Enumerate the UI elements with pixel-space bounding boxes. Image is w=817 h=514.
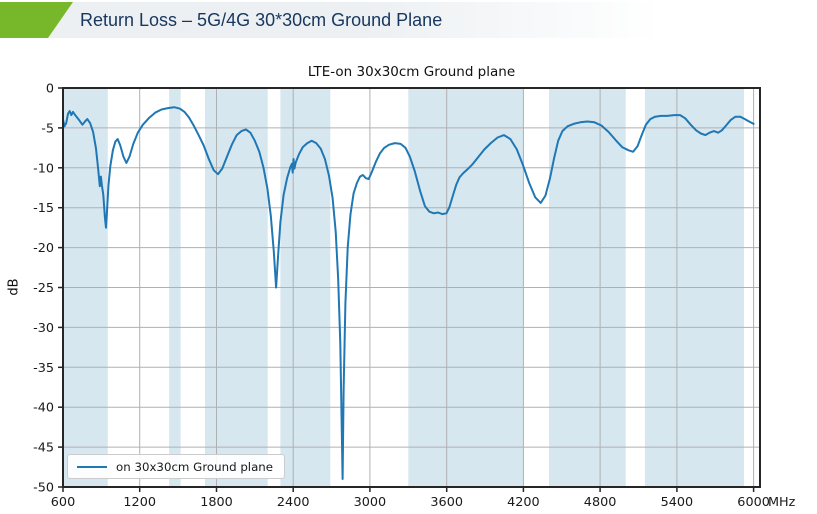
legend-label: on 30x30cm Ground plane — [116, 459, 274, 474]
svg-text:-20: -20 — [33, 241, 54, 256]
svg-text:-40: -40 — [33, 401, 54, 416]
svg-text:-30: -30 — [33, 321, 54, 336]
svg-text:-10: -10 — [33, 161, 54, 176]
series-line — [62, 106, 755, 480]
svg-text:5400: 5400 — [661, 495, 694, 510]
axis-ticks — [58, 87, 755, 492]
svg-text:2400: 2400 — [277, 495, 310, 510]
svg-text:0: 0 — [46, 82, 54, 97]
svg-text:-5: -5 — [41, 121, 54, 136]
chart-title: LTE-on 30x30cm Ground plane — [307, 64, 516, 80]
x-tick-labels: 600 1200 1800 2400 3000 3600 4200 4800 5400 6000M… — [51, 495, 796, 510]
svg-text:3000: 3000 — [354, 495, 387, 510]
svg-text:1800: 1800 — [200, 495, 233, 510]
svg-text:-35: -35 — [33, 361, 54, 376]
legend-line-sample — [77, 465, 107, 468]
x-axis-unit: MHz — [768, 495, 796, 510]
svg-text:-45: -45 — [33, 441, 54, 456]
svg-text:-50: -50 — [33, 481, 54, 496]
plot-area: 600 1200 1800 2400 3000 3600 4200 4800 5400 6000M… — [33, 82, 796, 511]
chart-figure: LTE-on 30x30cm Ground plane dB 600 1200 18… — [0, 60, 817, 514]
svg-text:3600: 3600 — [430, 495, 463, 510]
header-accent-shape — [0, 2, 73, 38]
slide-header: Return Loss – 5G/4G 30*30cm Ground Plane — [0, 2, 660, 38]
svg-text:1200: 1200 — [123, 495, 156, 510]
svg-text:4200: 4200 — [507, 495, 540, 510]
svg-text:-15: -15 — [33, 201, 54, 216]
legend: on 30x30cm Ground plane — [67, 454, 286, 479]
slide-title: Return Loss – 5G/4G 30*30cm Ground Plane — [80, 10, 443, 30]
svg-text:-25: -25 — [33, 281, 54, 296]
svg-text:600: 600 — [51, 495, 75, 510]
svg-text:6000: 6000 — [737, 495, 770, 510]
y-tick-labels: 0 -5 -10 -15 -20 -25 -30 -35 -40 -45 -50 — [33, 82, 54, 496]
svg-text:4800: 4800 — [584, 495, 617, 510]
